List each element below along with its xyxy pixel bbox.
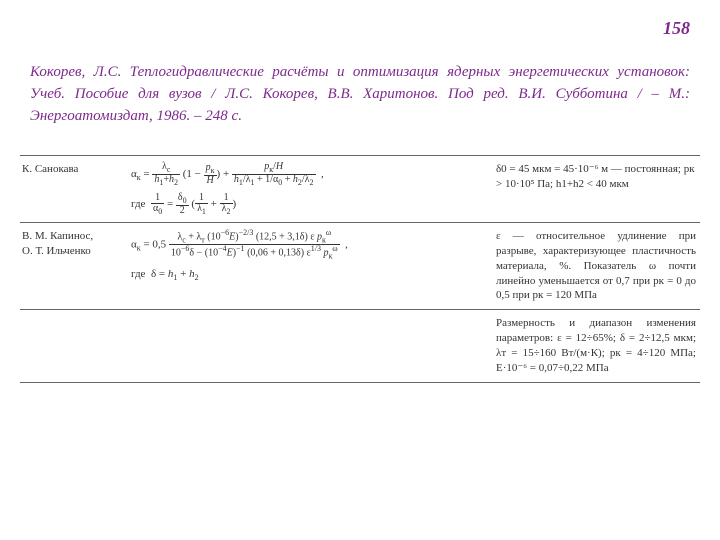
formula-main: αк = λсh1+h2 (1 − pкH) + pк/Hh1/λ1 + 1/α… bbox=[131, 162, 480, 187]
author-cell: К. Санокава bbox=[20, 156, 123, 222]
formula-aux: где 1α0 = δ02 (1λ1 + 1λ2) bbox=[131, 193, 480, 216]
formula-cell: αк = λсh1+h2 (1 − pкH) + pк/Hh1/λ1 + 1/α… bbox=[123, 156, 488, 222]
table-row: В. М. Капинос, О. Т. Ильченко αк = 0,5 λ… bbox=[20, 222, 700, 309]
table-row: Размерность и диапазон изменения парамет… bbox=[20, 309, 700, 382]
author-cell: В. М. Капинос, О. Т. Ильченко bbox=[20, 223, 123, 309]
formula-table: К. Санокава αк = λсh1+h2 (1 − pкH) + pк/… bbox=[20, 155, 700, 383]
formula-aux: где δ = h1 + h2 bbox=[131, 267, 480, 284]
notes-cell: δ0 = 45 мкм = 45·10⁻⁶ м — постоянная; pк… bbox=[488, 156, 700, 222]
notes-cell: ε — относительное удлинение при разрыве,… bbox=[488, 223, 700, 309]
formula-main: αк = 0,5 λс + λт (10−6E)−2/3 (12,5 + 3,1… bbox=[131, 229, 480, 261]
page-number: 158 bbox=[663, 18, 690, 39]
formula-cell: αк = 0,5 λс + λт (10−6E)−2/3 (12,5 + 3,1… bbox=[123, 223, 488, 309]
author-cell bbox=[20, 310, 123, 381]
citation-text: Кокорев, Л.С. Теплогидравлические расчёт… bbox=[30, 62, 690, 127]
notes-cell: Размерность и диапазон изменения парамет… bbox=[488, 310, 700, 381]
formula-cell bbox=[123, 310, 488, 381]
table-row: К. Санокава αк = λсh1+h2 (1 − pкH) + pк/… bbox=[20, 155, 700, 222]
